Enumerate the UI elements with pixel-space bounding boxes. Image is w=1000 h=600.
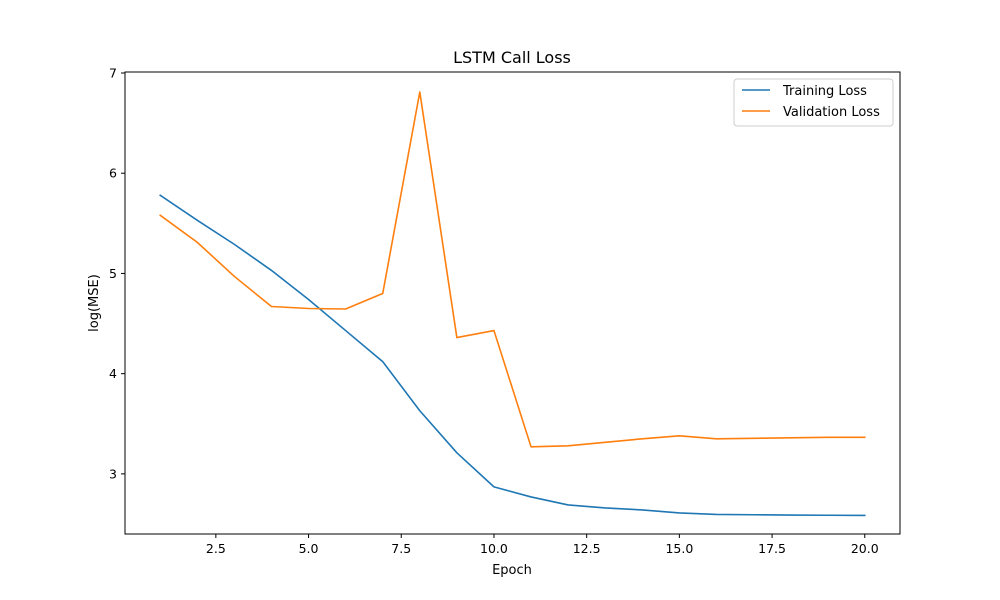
series-layer <box>159 91 866 517</box>
series-line-validation-loss <box>159 91 866 448</box>
y-tick-label: 7 <box>109 66 117 81</box>
legend-box <box>733 78 894 127</box>
series-line-training-loss <box>159 194 866 517</box>
y-axis-ticks: 3 4 5 6 7 <box>109 66 125 481</box>
x-axis-label: Epoch <box>492 563 532 578</box>
x-tick-label: 15.0 <box>665 541 693 556</box>
x-tick-label: 5.0 <box>299 541 319 556</box>
x-tick-label: 10.0 <box>480 541 508 556</box>
x-tick-label: 12.5 <box>573 541 601 556</box>
y-tick-label: 4 <box>109 366 117 381</box>
y-tick-label: 5 <box>109 266 117 281</box>
chart-title: LSTM Call Loss <box>453 48 571 67</box>
y-tick-label: 3 <box>109 466 117 481</box>
legend: Training Loss Validation Loss <box>733 78 894 127</box>
x-tick-label: 2.5 <box>206 541 226 556</box>
legend-label-validation-loss: Validation Loss <box>783 105 880 120</box>
plot-frame <box>124 71 901 535</box>
x-tick-label: 17.5 <box>758 541 786 556</box>
x-axis-ticks: 2.5 5.0 7.5 10.0 12.5 15.0 17.5 20.0 <box>206 534 879 556</box>
y-tick-label: 6 <box>109 166 117 181</box>
x-tick-label: 7.5 <box>391 541 411 556</box>
x-tick-label: 20.0 <box>851 541 879 556</box>
y-axis-label: log(MSE) <box>87 274 102 332</box>
legend-label-training-loss: Training Loss <box>782 84 867 99</box>
